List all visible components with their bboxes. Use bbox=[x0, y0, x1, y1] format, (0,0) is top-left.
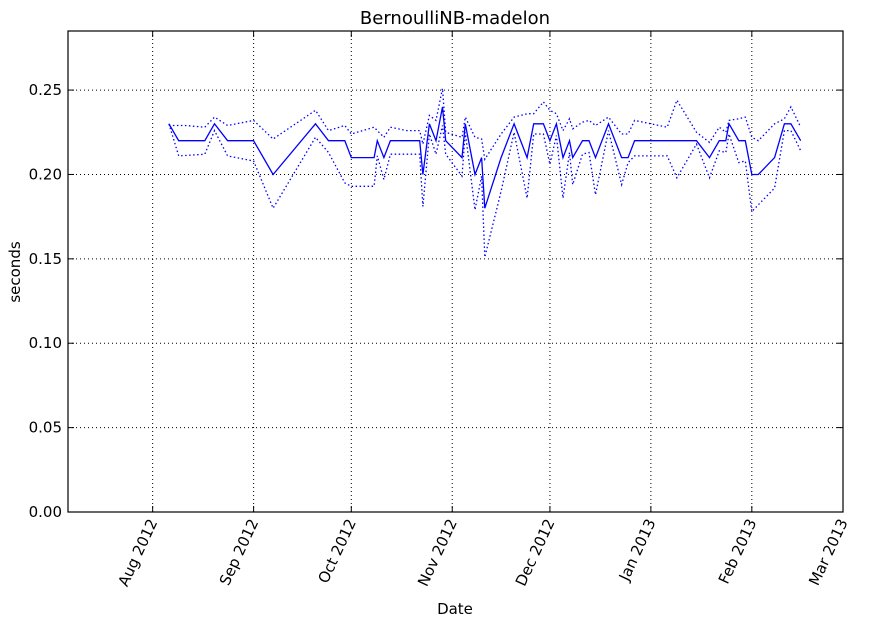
y-tick-label: 0.10 bbox=[29, 334, 62, 352]
series-line-bound-2 bbox=[168, 123, 802, 258]
x-tick-label: Feb 2013 bbox=[715, 516, 761, 587]
series-line-mean bbox=[168, 106, 802, 209]
y-axis-label: seconds bbox=[6, 241, 24, 302]
plot-frame bbox=[67, 30, 844, 513]
x-tick-label: Dec 2012 bbox=[512, 516, 559, 589]
y-tick-label: 0.15 bbox=[29, 250, 62, 268]
series-layer bbox=[168, 88, 802, 258]
grid-layer bbox=[68, 31, 843, 512]
series-line-bound-1 bbox=[168, 88, 802, 162]
x-axis-label: Date bbox=[437, 600, 473, 618]
x-tick-label: Aug 2012 bbox=[114, 516, 161, 589]
y-tick-label: 0.05 bbox=[29, 419, 62, 437]
x-tick-label: Jan 2013 bbox=[615, 516, 660, 584]
x-tick-label: Sep 2012 bbox=[216, 516, 262, 588]
x-tick-label: Nov 2012 bbox=[414, 516, 461, 589]
tick-layer: 0.00 0.05 0.10 0.15 0.20 0.25 Aug 2012 Sep 2012… bbox=[29, 31, 852, 589]
y-tick-label: 0.25 bbox=[29, 81, 62, 99]
y-tick-label: 0.20 bbox=[29, 165, 62, 183]
chart-title: BernoulliNB-madelon bbox=[360, 8, 550, 29]
y-tick-label: 0.00 bbox=[29, 503, 62, 521]
x-tick-label: Oct 2012 bbox=[314, 516, 359, 586]
x-tick-label: Mar 2013 bbox=[805, 516, 851, 588]
